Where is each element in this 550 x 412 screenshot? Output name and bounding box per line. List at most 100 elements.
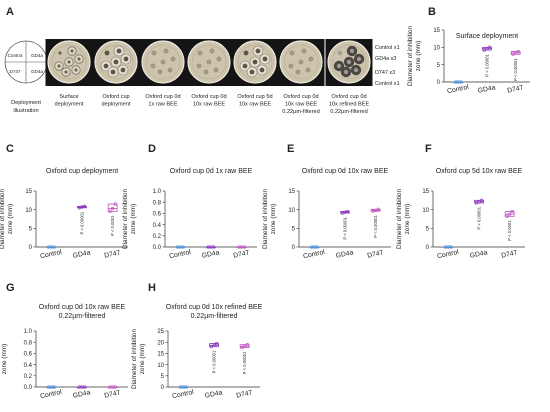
x-tick-label: GD4a xyxy=(204,389,223,400)
panel-a-legend-item: Control x1 xyxy=(375,81,400,87)
well xyxy=(301,48,307,54)
dish-caption: deployment xyxy=(55,102,84,108)
data-point xyxy=(82,204,87,208)
y-tick-label: 0.2 xyxy=(153,234,162,240)
chart-title: Oxford cup 5d 10x raw BEE xyxy=(436,168,523,175)
panel-letter: B xyxy=(428,6,436,18)
well xyxy=(308,56,314,62)
x-tick-label: GD4a xyxy=(72,249,91,260)
dish-caption: Oxford cup 0d xyxy=(283,94,318,100)
p-value-label: P < 0.00001 xyxy=(485,53,490,76)
data-point xyxy=(510,209,514,214)
data-point xyxy=(449,245,453,249)
dish-caption: deployment xyxy=(102,102,131,108)
data-point xyxy=(485,47,489,51)
petri-dish-rim xyxy=(98,44,134,80)
data-point xyxy=(108,209,112,214)
chart-title: 0.22µm-filtered xyxy=(59,313,106,320)
illustration-caption: illustration xyxy=(13,108,38,114)
well xyxy=(206,59,212,65)
panel-letter: G xyxy=(6,282,15,294)
well xyxy=(343,69,349,75)
panel-letter: E xyxy=(287,143,294,155)
y-tick-label: 25 xyxy=(157,329,164,335)
y-axis-label: Diameter of inhibition xyxy=(396,189,403,249)
y-axis-label: Diameter of inhibition xyxy=(131,329,138,389)
data-point xyxy=(376,207,380,211)
well xyxy=(243,50,249,56)
y-axis-label: zone (mm) xyxy=(1,344,8,375)
data-point xyxy=(211,245,216,249)
well xyxy=(167,67,173,73)
well xyxy=(242,63,248,69)
y-tick-label: 5 xyxy=(29,227,33,233)
data-point xyxy=(52,385,56,389)
well xyxy=(349,48,355,54)
well xyxy=(150,63,156,69)
well xyxy=(337,50,343,56)
x-tick-label: D747 xyxy=(233,249,251,259)
petri-dish-rim xyxy=(145,44,181,80)
dish-caption: 1x raw BEE xyxy=(148,102,177,108)
x-tick-label: GD4a xyxy=(477,84,496,95)
x-tick-label: GD4a xyxy=(201,249,220,260)
y-axis-label: zone (mm) xyxy=(270,204,277,235)
petri-dish-rim xyxy=(331,44,367,80)
panel-a: A Control GD4a D747 GD4a Deployment illustrati… xyxy=(4,6,400,115)
x-tick-label: Control xyxy=(172,389,195,401)
well xyxy=(216,56,222,62)
data-point xyxy=(374,208,378,213)
panel-letter: D xyxy=(148,143,156,155)
data-point xyxy=(508,212,512,216)
y-axis-label: Diameter of inhibition xyxy=(122,189,129,249)
data-point xyxy=(482,48,487,52)
y-tick-label: 0.6 xyxy=(153,212,162,218)
x-tick-label: Control xyxy=(169,249,192,261)
well xyxy=(113,59,119,65)
y-tick-label: 0.6 xyxy=(24,352,33,358)
data-point xyxy=(212,343,216,347)
well xyxy=(116,48,122,54)
dish-caption: 0.22µm-filtered xyxy=(330,109,367,115)
chart-title: Oxford cup 0d 10x raw BEE xyxy=(39,304,126,311)
y-tick-label: 1.0 xyxy=(153,189,162,195)
petri-dish-rim xyxy=(237,44,273,80)
data-point xyxy=(243,344,247,348)
y-tick-label: 0.8 xyxy=(153,200,162,206)
y-tick-label: 10 xyxy=(25,208,32,214)
illustration-caption: Deployment xyxy=(11,100,41,106)
illustration-quadrant-label: Control xyxy=(8,53,23,58)
well xyxy=(70,49,74,53)
y-tick-label: 0.0 xyxy=(24,385,33,391)
well xyxy=(252,59,258,65)
well xyxy=(259,67,265,73)
well xyxy=(356,56,362,62)
panel-a-legend-item: GD4a x3 xyxy=(375,56,396,62)
data-point xyxy=(111,206,115,211)
dish-caption: 10x refined BEE xyxy=(329,102,370,108)
y-tick-label: 15 xyxy=(433,28,440,34)
data-point xyxy=(245,343,249,347)
well xyxy=(103,63,109,69)
plots: B Surface deployment 0 5 10 15 Diameter of inh… xyxy=(0,6,530,400)
data-point xyxy=(82,385,87,389)
panel-f: F Oxford cup 5d 10x raw BEE 0 5 10 15 Diameter… xyxy=(396,143,525,260)
y-tick-label: 5 xyxy=(426,227,430,233)
y-tick-label: 15 xyxy=(157,352,164,358)
y-axis-label: zone (mm) xyxy=(139,344,146,375)
well xyxy=(67,60,71,64)
data-point xyxy=(514,51,518,55)
y-axis-label: Diameter of inhibition xyxy=(262,189,269,249)
data-point xyxy=(505,214,509,219)
data-point xyxy=(477,200,481,204)
well xyxy=(346,59,352,65)
data-point xyxy=(459,80,463,84)
well xyxy=(353,67,359,73)
y-tick-label: 0 xyxy=(29,245,33,251)
well xyxy=(57,64,61,68)
dish-caption: Oxford cup xyxy=(102,94,129,100)
x-tick-label: Control xyxy=(437,249,460,261)
dish-caption: Oxford cup 0d xyxy=(331,94,366,100)
p-value-label: P < 0.00001 xyxy=(212,350,217,373)
